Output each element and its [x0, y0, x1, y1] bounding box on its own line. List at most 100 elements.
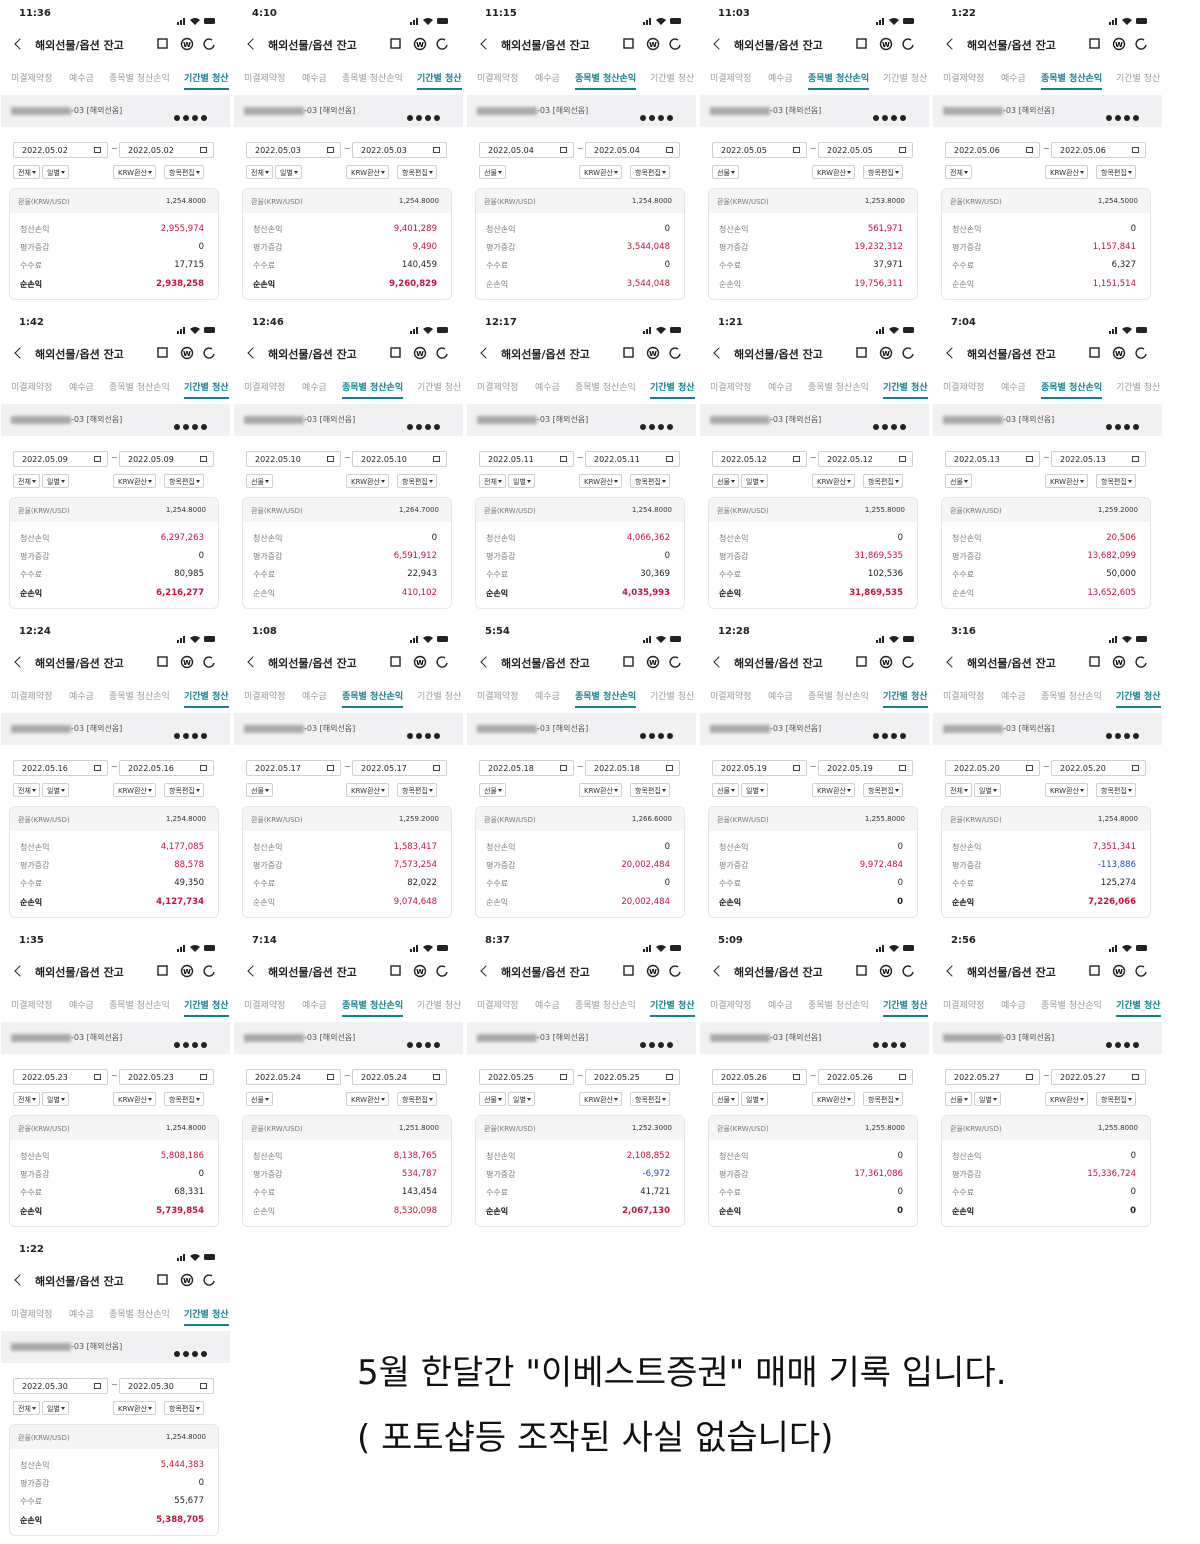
tab[interactable]: 종목별 청산손익 — [808, 1001, 869, 1011]
tab[interactable]: 예수금 — [768, 74, 793, 84]
date-from[interactable]: 2022.05.24 — [246, 1069, 341, 1085]
date-from[interactable]: 2022.05.23 — [13, 1069, 108, 1085]
krw-toggle[interactable]: KRW환산 — [113, 1092, 156, 1106]
tab[interactable]: 미결제약정 — [943, 692, 985, 702]
date-from[interactable]: 2022.05.12 — [712, 451, 807, 467]
tab[interactable]: 기간별 청산 — [184, 998, 229, 1017]
date-from[interactable]: 2022.05.26 — [712, 1069, 807, 1085]
edit-items[interactable]: 항목편집 — [397, 783, 437, 797]
tab[interactable]: 예수금 — [1001, 74, 1026, 84]
edit-items[interactable]: 항목편집 — [630, 783, 670, 797]
edit-items[interactable]: 항목편집 — [863, 474, 903, 488]
type-filter[interactable]: 선물 — [945, 1092, 972, 1106]
tab[interactable]: 예수금 — [768, 383, 793, 393]
date-to[interactable]: 2022.05.05 — [818, 142, 913, 158]
krw-toggle[interactable]: KRW환산 — [1045, 165, 1088, 179]
date-to[interactable]: 2022.05.12 — [818, 451, 913, 467]
edit-items[interactable]: 항목편집 — [1096, 474, 1136, 488]
header-icons[interactable]: W — [855, 346, 917, 360]
back-button[interactable] — [946, 347, 958, 359]
tab[interactable]: 예수금 — [302, 74, 327, 84]
type-filter[interactable]: 선물 — [479, 783, 506, 797]
header-icons[interactable]: W — [389, 964, 451, 978]
period-filter[interactable]: 일별 — [42, 165, 69, 179]
tab[interactable]: 기간별 청산 — [184, 380, 229, 399]
krw-toggle[interactable]: KRW환산 — [346, 1092, 389, 1106]
header-icons[interactable]: W — [389, 37, 451, 51]
date-to[interactable]: 2022.05.25 — [585, 1069, 680, 1085]
type-filter[interactable]: 선물 — [712, 165, 739, 179]
back-button[interactable] — [480, 347, 492, 359]
tab[interactable]: 미결제약정 — [244, 74, 286, 84]
back-button[interactable] — [713, 347, 725, 359]
tab[interactable]: 기간별 청산 — [417, 71, 462, 90]
tab[interactable]: 예수금 — [1001, 383, 1026, 393]
date-to[interactable]: 2022.05.19 — [818, 760, 913, 776]
period-filter[interactable]: 일별 — [42, 1401, 69, 1415]
tab[interactable]: 미결제약정 — [943, 383, 985, 393]
date-from[interactable]: 2022.05.18 — [479, 760, 574, 776]
tab[interactable]: 종목별 청산손익 — [808, 71, 870, 90]
krw-toggle[interactable]: KRW환산 — [812, 1092, 855, 1106]
edit-items[interactable]: 항목편집 — [1096, 783, 1136, 797]
tab[interactable]: 기간별 청산 — [184, 1307, 229, 1326]
edit-items[interactable]: 항목편집 — [397, 474, 437, 488]
krw-toggle[interactable]: KRW환산 — [579, 165, 622, 179]
krw-toggle[interactable]: KRW환산 — [812, 783, 855, 797]
krw-toggle[interactable]: KRW환산 — [113, 474, 156, 488]
tab[interactable]: 종목별 청산손익 — [109, 1001, 170, 1011]
tab[interactable]: 기간별 청산 — [417, 383, 462, 393]
type-filter[interactable]: 선물 — [246, 474, 273, 488]
tab[interactable]: 예수금 — [69, 692, 94, 702]
date-from[interactable]: 2022.05.20 — [945, 760, 1040, 776]
date-from[interactable]: 2022.05.04 — [479, 142, 574, 158]
tab[interactable]: 종목별 청산손익 — [109, 383, 170, 393]
date-to[interactable]: 2022.05.03 — [352, 142, 447, 158]
krw-toggle[interactable]: KRW환산 — [1045, 474, 1088, 488]
krw-toggle[interactable]: KRW환산 — [1045, 783, 1088, 797]
krw-toggle[interactable]: KRW환산 — [812, 165, 855, 179]
tab[interactable]: 기간별 청산 — [650, 692, 695, 702]
tab[interactable]: 예수금 — [302, 383, 327, 393]
date-to[interactable]: 2022.05.16 — [119, 760, 214, 776]
krw-toggle[interactable]: KRW환산 — [812, 474, 855, 488]
back-button[interactable] — [14, 347, 26, 359]
header-icons[interactable]: W — [389, 346, 451, 360]
tab[interactable]: 미결제약정 — [710, 383, 752, 393]
tab[interactable]: 미결제약정 — [710, 74, 752, 84]
type-filter[interactable]: 전체 — [246, 165, 273, 179]
tab[interactable]: 종목별 청산손익 — [1041, 380, 1103, 399]
tab[interactable]: 미결제약정 — [244, 692, 286, 702]
header-icons[interactable]: W — [156, 346, 218, 360]
tab[interactable]: 미결제약정 — [943, 1001, 985, 1011]
krw-toggle[interactable]: KRW환산 — [346, 783, 389, 797]
period-filter[interactable]: 일별 — [42, 783, 69, 797]
tab[interactable]: 기간별 청산 — [184, 71, 229, 90]
header-icons[interactable]: W — [1088, 37, 1150, 51]
type-filter[interactable]: 선물 — [479, 1092, 506, 1106]
header-icons[interactable]: W — [1088, 964, 1150, 978]
type-filter[interactable]: 전체 — [13, 783, 40, 797]
krw-toggle[interactable]: KRW환산 — [113, 783, 156, 797]
tab[interactable]: 미결제약정 — [244, 383, 286, 393]
date-from[interactable]: 2022.05.16 — [13, 760, 108, 776]
date-from[interactable]: 2022.05.06 — [945, 142, 1040, 158]
edit-items[interactable]: 항목편집 — [164, 1401, 204, 1415]
tab[interactable]: 종목별 청산손익 — [575, 689, 637, 708]
tab[interactable]: 종목별 청산손익 — [342, 998, 404, 1017]
krw-toggle[interactable]: KRW환산 — [346, 165, 389, 179]
date-from[interactable]: 2022.05.25 — [479, 1069, 574, 1085]
date-to[interactable]: 2022.05.30 — [119, 1378, 214, 1394]
back-button[interactable] — [946, 656, 958, 668]
header-icons[interactable]: W — [622, 346, 684, 360]
date-to[interactable]: 2022.05.20 — [1051, 760, 1146, 776]
tab[interactable]: 미결제약정 — [477, 383, 519, 393]
period-filter[interactable]: 일별 — [741, 474, 768, 488]
date-from[interactable]: 2022.05.27 — [945, 1069, 1040, 1085]
edit-items[interactable]: 항목편집 — [630, 165, 670, 179]
back-button[interactable] — [946, 38, 958, 50]
edit-items[interactable]: 항목편집 — [164, 165, 204, 179]
tab[interactable]: 미결제약정 — [244, 1001, 286, 1011]
type-filter[interactable]: 전체 — [945, 783, 972, 797]
tab[interactable]: 종목별 청산손익 — [342, 689, 404, 708]
